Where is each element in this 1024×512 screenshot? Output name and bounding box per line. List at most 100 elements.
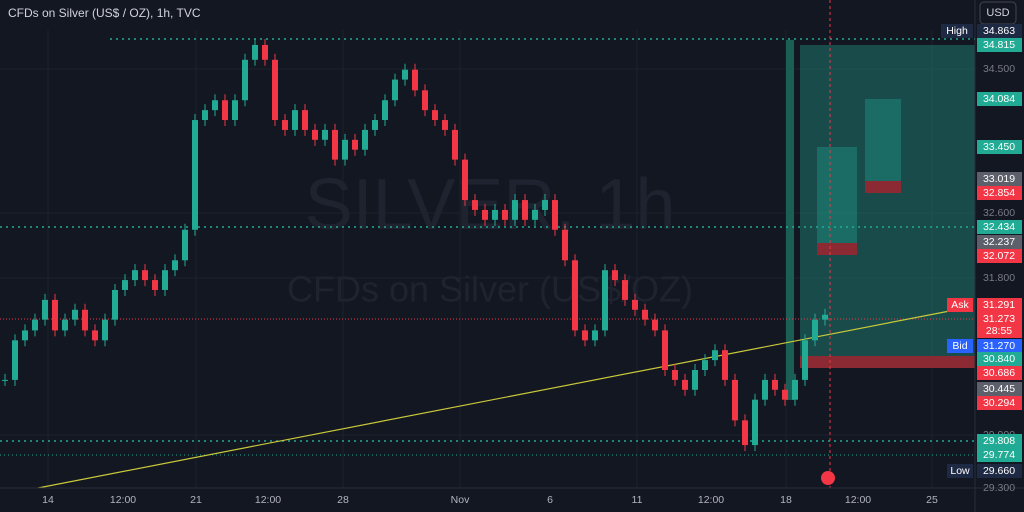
candle	[202, 110, 208, 121]
candle	[502, 209, 508, 220]
candle	[272, 59, 278, 121]
price-tag	[977, 382, 1022, 396]
candle	[722, 350, 728, 380]
candle	[72, 309, 78, 320]
candle	[702, 360, 708, 370]
candle	[802, 340, 808, 380]
candle	[182, 229, 188, 261]
price-tag	[977, 464, 1022, 478]
candle	[382, 100, 388, 121]
event-icon[interactable]	[821, 471, 835, 485]
candle	[222, 100, 228, 121]
candle	[622, 280, 628, 300]
candle	[592, 330, 598, 341]
price-tag-label-box	[947, 298, 973, 312]
price-tag	[977, 186, 1022, 200]
candle	[42, 299, 48, 320]
price-tag	[977, 352, 1022, 366]
loss-zone	[817, 243, 857, 255]
candle	[262, 44, 268, 60]
price-tag-label: Bid	[952, 340, 967, 352]
price-tag-value: 33.450	[983, 141, 1015, 153]
candle	[782, 389, 788, 400]
candle	[562, 229, 568, 261]
level-lines	[0, 38, 975, 442]
price-tag-value: 31.270	[983, 340, 1015, 352]
candle	[512, 200, 518, 220]
candle	[162, 270, 168, 290]
candle	[62, 319, 68, 331]
candle	[762, 379, 768, 400]
candle	[572, 260, 578, 331]
candle	[582, 330, 588, 341]
price-tag-value: 30.686	[983, 367, 1015, 379]
candle	[282, 120, 288, 130]
price-tag-value: 32.854	[983, 187, 1015, 199]
candle	[692, 370, 698, 390]
candle	[112, 289, 118, 320]
axis-labels: 34.50032.60031.80029.90029.30034.863High…	[42, 24, 1022, 506]
position-zone	[786, 40, 794, 400]
candle	[212, 100, 218, 111]
price-tag-value: 32.237	[983, 236, 1015, 248]
price-axis-label: 32.600	[983, 207, 1015, 219]
candle	[92, 330, 98, 341]
trend-line	[37, 308, 961, 489]
price-axis-label: 29.300	[983, 482, 1015, 494]
price-tag	[977, 249, 1022, 263]
candle	[342, 139, 348, 160]
price-tag-value: 30.445	[983, 383, 1015, 395]
price-tag	[977, 339, 1022, 353]
price-axis-label: 31.800	[983, 272, 1015, 284]
price-tag	[977, 434, 1022, 448]
price-tag-value: 31.273	[983, 313, 1015, 325]
candle	[452, 129, 458, 160]
candle	[472, 200, 478, 210]
candle	[812, 319, 818, 341]
candle	[22, 330, 28, 341]
time-axis-label: 12:00	[110, 494, 136, 506]
price-tag-value: 30.294	[983, 397, 1015, 409]
candle	[462, 159, 468, 201]
watermark-symbol: SILVER, 1h	[305, 165, 676, 245]
price-tag-value: 29.660	[983, 465, 1015, 477]
candles	[2, 38, 828, 452]
loss-zone	[865, 181, 901, 193]
price-tag-label-box	[941, 24, 973, 38]
candle	[772, 379, 778, 390]
candle	[2, 379, 8, 381]
candle	[292, 110, 298, 130]
candle	[102, 319, 108, 341]
currency-label[interactable]: USD	[986, 7, 1009, 19]
candle	[682, 379, 688, 390]
price-tag-value: 29.774	[983, 449, 1015, 461]
candle	[302, 110, 308, 130]
price-tag	[977, 172, 1022, 186]
price-tag-value: 32.434	[983, 221, 1015, 233]
price-tag-value: 30.840	[983, 353, 1015, 365]
time-axis-label: 25	[926, 494, 938, 506]
candle	[352, 139, 358, 150]
price-tag	[977, 235, 1022, 249]
price-tag-label-box	[947, 339, 973, 353]
candle	[122, 280, 128, 290]
price-axis-label: 34.500	[983, 63, 1015, 75]
candle	[142, 270, 148, 281]
price-tag-label: Ask	[951, 299, 969, 311]
price-tag	[977, 220, 1022, 234]
time-axis-label: 28	[337, 494, 349, 506]
candle	[482, 209, 488, 220]
price-tag	[977, 92, 1022, 106]
candle	[672, 370, 678, 380]
candle	[532, 209, 538, 220]
candle	[522, 200, 528, 220]
price-tag	[977, 396, 1022, 410]
price-tag-value: 31.291	[983, 299, 1015, 311]
candle	[192, 120, 198, 230]
price-tag-value: 34.084	[983, 93, 1015, 105]
price-tag	[977, 24, 1022, 38]
price-tag-label-box	[947, 464, 973, 478]
candle	[542, 200, 548, 210]
price-tag	[977, 448, 1022, 462]
